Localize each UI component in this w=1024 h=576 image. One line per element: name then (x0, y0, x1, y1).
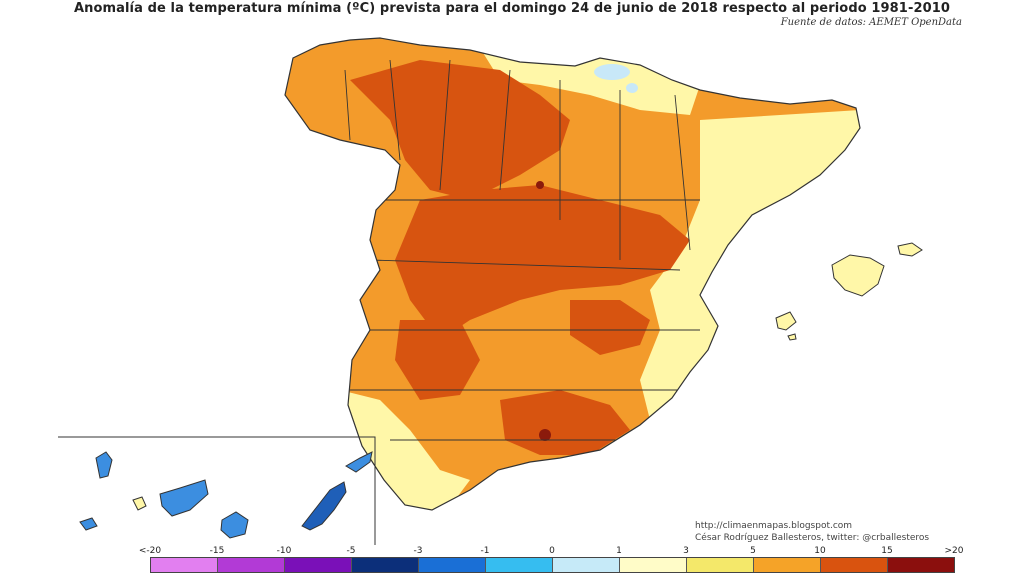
legend-tick-label: -1 (480, 546, 490, 556)
legend-tick-label: 1 (616, 546, 622, 556)
island-gran-canaria (220, 511, 249, 539)
legend-tick-label: 0 (549, 546, 555, 556)
island-la-palma (95, 451, 113, 479)
legend-swatch (151, 558, 218, 572)
island-fuerteventura (301, 481, 347, 531)
legend-swatch (620, 558, 687, 572)
legend-tick-label: 3 (683, 546, 689, 556)
anomaly-area-la-mancha (570, 300, 650, 355)
legend-tick-label: 10 (814, 546, 826, 556)
legend-swatch (218, 558, 285, 572)
legend-tick-label: >20 (944, 546, 964, 556)
data-source: Fuente de datos: AEMET OpenData (780, 17, 962, 28)
anomaly-hotspot (536, 181, 544, 189)
legend-swatch (419, 558, 486, 572)
island-lanzarote (345, 451, 373, 473)
legend-swatch (754, 558, 821, 572)
balearic-islands (775, 242, 923, 341)
author-credit: César Rodríguez Ballesteros, twitter: @c… (695, 533, 930, 543)
legend-tick-label: -5 (346, 546, 356, 556)
island-el-hierro (79, 517, 98, 531)
island-menorca (897, 242, 923, 257)
map-title: Anomalía de la temperatura mínima (ºC) p… (73, 1, 951, 16)
anomaly-area-center (395, 185, 690, 340)
anomaly-area-andalusia (500, 390, 630, 455)
legend-swatch (821, 558, 888, 572)
anomaly-area-northwest-plateau (350, 60, 570, 200)
legend-tick-label: -10 (276, 546, 292, 556)
province-boundaries (344, 59, 700, 441)
anomaly-area-extremadura (395, 320, 480, 400)
anomaly-hotspot (539, 429, 551, 441)
island-ibiza (775, 311, 797, 331)
legend-swatch (352, 558, 419, 572)
color-legend (150, 557, 955, 573)
island-mallorca (831, 254, 885, 297)
legend-swatch (553, 558, 620, 572)
legend-tick-label: -15 (209, 546, 225, 556)
blog-url[interactable]: http://climaenmapas.blogspot.com (695, 521, 853, 531)
island-tenerife (159, 479, 209, 517)
legend-swatch (888, 558, 954, 572)
canary-islands-inset (58, 436, 376, 545)
legend-tick-label: -3 (413, 546, 423, 556)
island-formentera (787, 333, 797, 341)
legend-tick-label: <-20 (138, 546, 162, 556)
anomaly-area-cantabria (626, 83, 638, 93)
legend-tick-label: 5 (750, 546, 756, 556)
legend-tick-label: 15 (881, 546, 893, 556)
legend-swatch (285, 558, 352, 572)
legend-swatch (486, 558, 553, 572)
island-la-gomera (132, 496, 147, 511)
anomaly-area-cantabria (594, 64, 630, 80)
legend-swatch (687, 558, 754, 572)
